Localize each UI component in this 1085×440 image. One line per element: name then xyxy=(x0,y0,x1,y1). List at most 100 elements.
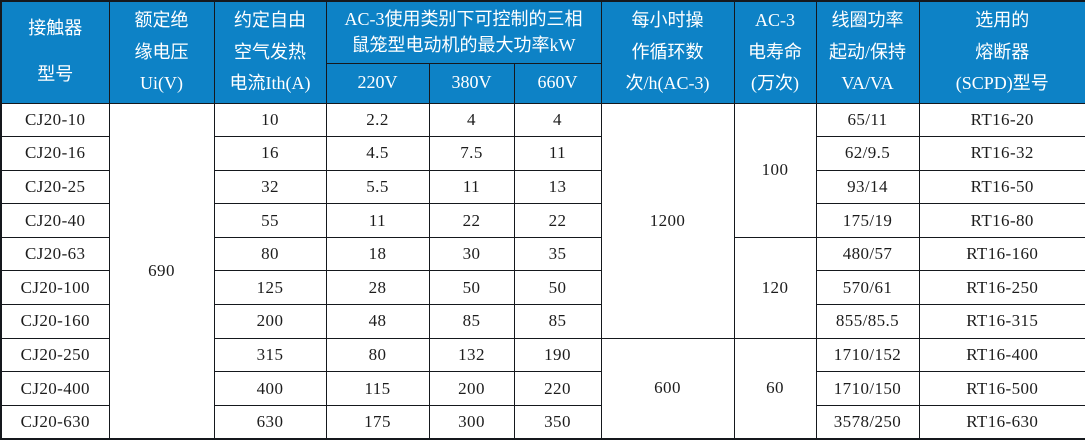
cell-thermal-current: 10 xyxy=(213,102,327,138)
cell-model: CJ20-100 xyxy=(0,270,110,306)
table-row: CJ20-16 16 4.5 7.5 11 62/9.5 RT16-32 xyxy=(0,136,1085,171)
cell-thermal-current: 630 xyxy=(213,404,327,440)
cell-power-220v: 28 xyxy=(325,270,430,306)
cell-insulation-voltage: 690 xyxy=(108,102,215,440)
cell-fuse-model: RT16-500 xyxy=(918,371,1085,406)
cell-power-220v: 115 xyxy=(325,371,430,406)
cell-power-660v: 4 xyxy=(513,102,602,138)
header-thermal-current: 约定自由 空气发热 电流Ith(A) xyxy=(213,0,327,104)
cell-coil-power: 1710/150 xyxy=(815,371,920,406)
cell-power-660v: 22 xyxy=(513,203,602,238)
cell-power-660v: 35 xyxy=(513,236,602,272)
cell-power-660v: 190 xyxy=(513,337,602,373)
table-row: CJ20-630 630 175 300 350 3578/250 RT16-630 xyxy=(0,404,1085,440)
cell-model: CJ20-630 xyxy=(0,404,110,440)
cell-power-660v: 350 xyxy=(513,404,602,440)
cell-model: CJ20-16 xyxy=(0,136,110,171)
cell-power-660v: 50 xyxy=(513,270,602,306)
cell-fuse-model: RT16-32 xyxy=(918,136,1085,171)
table-row: CJ20-40 55 11 22 22 175/19 RT16-80 xyxy=(0,203,1085,238)
cell-fuse-model: RT16-50 xyxy=(918,169,1085,205)
cell-thermal-current: 32 xyxy=(213,169,327,205)
cell-fuse-model: RT16-315 xyxy=(918,304,1085,339)
cell-coil-power: 1710/152 xyxy=(815,337,920,373)
header-380v: 380V xyxy=(428,62,515,104)
table-row: CJ20-10 690 10 2.2 4 4 1200 100 65/11 RT16-20 xyxy=(0,102,1085,440)
cell-fuse-model: RT16-250 xyxy=(918,270,1085,306)
cell-power-660v: 13 xyxy=(513,169,602,205)
cell-electrical-life: 120 xyxy=(733,236,817,339)
cell-power-220v: 2.2 xyxy=(325,102,430,138)
header-row-voltages: 220V 380V 660V xyxy=(1,62,1085,104)
cell-fuse-model: RT16-160 xyxy=(918,236,1085,272)
cell-power-660v: 85 xyxy=(513,304,602,339)
table-row: CJ20-100 125 28 50 50 570/61 RT16-250 xyxy=(0,270,1085,306)
cell-operating-cycles: 1200 xyxy=(600,102,735,339)
cell-coil-power: 480/57 xyxy=(815,236,920,272)
header-fuse-model: 选用的 熔断器 (SCPD)型号 xyxy=(918,0,1085,104)
table-row: CJ20-160 200 48 85 85 855/85.5 RT16-315 xyxy=(0,304,1085,339)
cell-fuse-model: RT16-20 xyxy=(918,102,1085,138)
header-electrical-life: AC-3 电寿命 (万次) xyxy=(733,0,817,104)
cell-coil-power: 93/14 xyxy=(815,169,920,205)
cell-model: CJ20-160 xyxy=(0,304,110,339)
cell-power-380v: 7.5 xyxy=(428,136,515,171)
cell-model: CJ20-10 xyxy=(0,102,110,138)
cell-power-380v: 200 xyxy=(428,371,515,406)
cell-model: CJ20-63 xyxy=(0,236,110,272)
cell-coil-power: 62/9.5 xyxy=(815,136,920,171)
cell-coil-power: 175/19 xyxy=(815,203,920,238)
spec-table-body: CJ20-10 690 10 2.2 4 4 1200 100 65/11 RT16-20 CJ20… xyxy=(0,102,1085,440)
cell-power-220v: 80 xyxy=(325,337,430,373)
cell-power-380v: 11 xyxy=(428,169,515,205)
cell-thermal-current: 125 xyxy=(213,270,327,306)
cell-operating-cycles: 600 xyxy=(600,337,735,440)
cell-electrical-life: 60 xyxy=(733,337,817,440)
cell-power-380v: 50 xyxy=(428,270,515,306)
cell-power-380v: 22 xyxy=(428,203,515,238)
cell-power-660v: 11 xyxy=(513,136,602,171)
cell-power-220v: 175 xyxy=(325,404,430,440)
header-660v: 660V xyxy=(513,62,602,104)
cell-coil-power: 855/85.5 xyxy=(815,304,920,339)
header-contactor-model: 接触器 型号 xyxy=(0,0,110,104)
cell-coil-power: 3578/250 xyxy=(815,404,920,440)
cell-thermal-current: 400 xyxy=(213,371,327,406)
table-header: 接触器 型号 额定绝 缘电压 Ui(V) 约定自由 空气发热 电流Ith(A) … xyxy=(0,0,1085,104)
table-row: CJ20-400 400 115 200 220 1710/150 RT16-500 xyxy=(0,371,1085,406)
cell-model: CJ20-40 xyxy=(0,203,110,238)
table-row: CJ20-25 32 5.5 11 13 93/14 RT16-50 xyxy=(0,169,1085,205)
cell-fuse-model: RT16-630 xyxy=(918,404,1085,440)
cell-model: CJ20-400 xyxy=(0,371,110,406)
cell-power-660v: 220 xyxy=(513,371,602,406)
header-row-top: 接触器 型号 额定绝 缘电压 Ui(V) 约定自由 空气发热 电流Ith(A) … xyxy=(0,0,1085,104)
cell-thermal-current: 55 xyxy=(213,203,327,238)
cell-thermal-current: 80 xyxy=(213,236,327,272)
cell-power-220v: 48 xyxy=(325,304,430,339)
cell-model: CJ20-250 xyxy=(0,337,110,373)
cell-coil-power: 65/11 xyxy=(815,102,920,138)
cell-power-380v: 132 xyxy=(428,337,515,373)
header-220v: 220V xyxy=(325,62,430,104)
table-row: CJ20-250 315 80 132 190 600 60 1710/152 RT16-400 xyxy=(0,337,1085,440)
cell-power-220v: 4.5 xyxy=(325,136,430,171)
cell-fuse-model: RT16-400 xyxy=(918,337,1085,373)
cell-power-380v: 300 xyxy=(428,404,515,440)
cell-thermal-current: 315 xyxy=(213,337,327,373)
header-ac3-max-power-group: AC-3使用类别下可控制的三相 鼠笼型电动机的最大功率kW xyxy=(325,0,602,64)
cell-coil-power: 570/61 xyxy=(815,270,920,306)
cell-power-380v: 4 xyxy=(428,102,515,138)
cell-power-380v: 30 xyxy=(428,236,515,272)
cell-power-380v: 85 xyxy=(428,304,515,339)
header-operating-cycles: 每小时操 作循环数 次/h(AC-3) xyxy=(600,0,735,104)
cell-model: CJ20-25 xyxy=(0,169,110,205)
cell-thermal-current: 200 xyxy=(213,304,327,339)
cell-power-220v: 18 xyxy=(325,236,430,272)
cell-fuse-model: RT16-80 xyxy=(918,203,1085,238)
cell-power-220v: 11 xyxy=(325,203,430,238)
header-coil-power: 线圈功率 起动/保持 VA/VA xyxy=(815,0,920,104)
cell-power-220v: 5.5 xyxy=(325,169,430,205)
cell-electrical-life: 100 xyxy=(733,102,817,238)
header-insulation-voltage: 额定绝 缘电压 Ui(V) xyxy=(108,0,215,104)
